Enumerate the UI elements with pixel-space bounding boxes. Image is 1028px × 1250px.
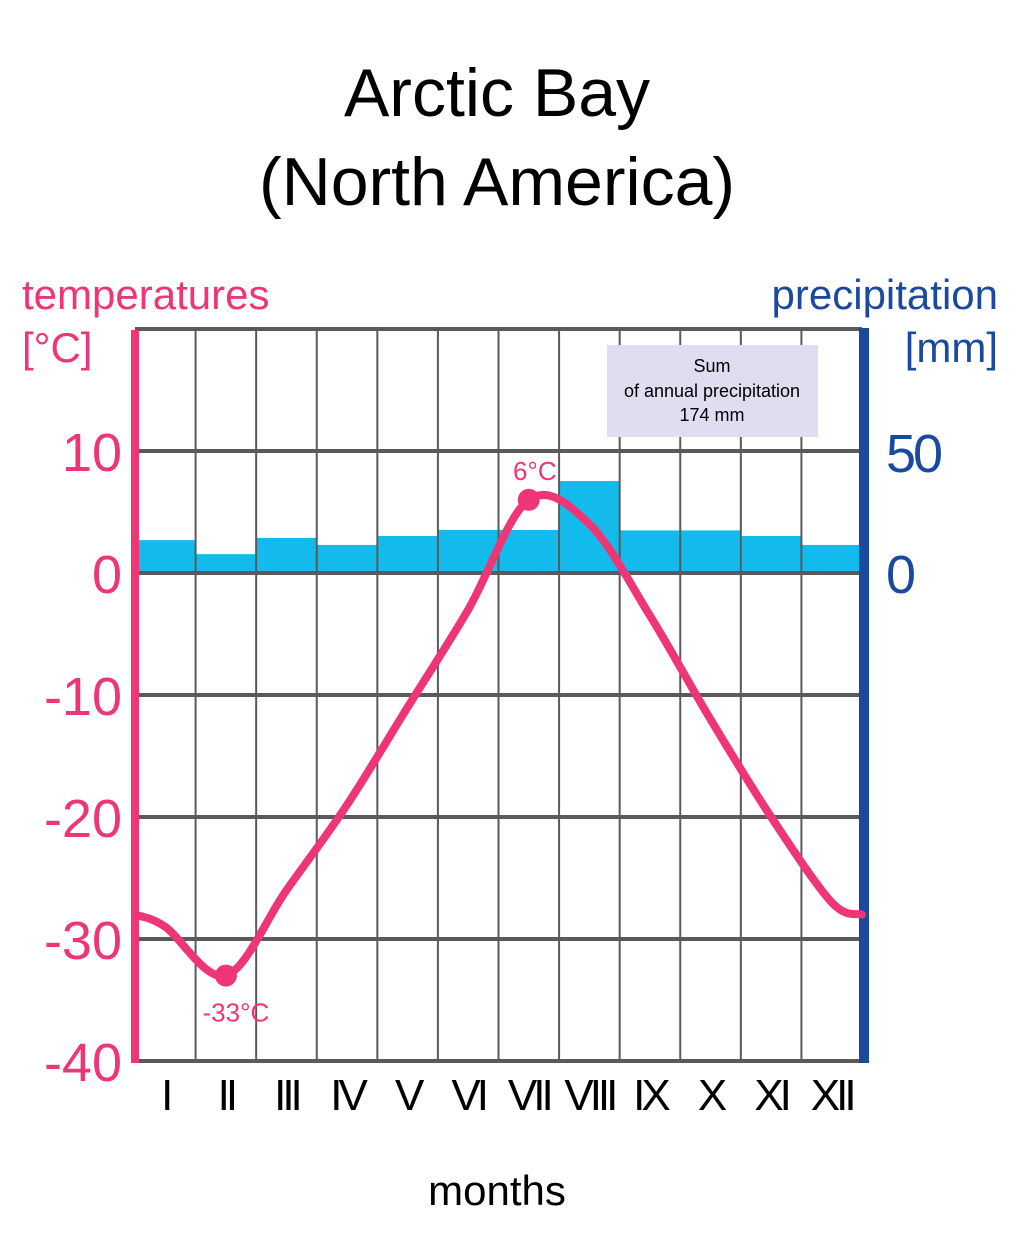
month-label-I: I bbox=[161, 1071, 170, 1120]
month-label-III: III bbox=[274, 1071, 299, 1120]
month-label-X: X bbox=[698, 1071, 727, 1120]
max-temperature-point bbox=[517, 488, 540, 511]
temperature-tick-label: -40 bbox=[44, 1033, 122, 1093]
min-temperature-point bbox=[214, 964, 237, 987]
info-box-line2: of annual precipitation bbox=[624, 381, 800, 401]
chart-title-line2: (North America) bbox=[259, 144, 735, 220]
temperature-tick-label: 10 bbox=[62, 423, 122, 483]
month-label-VIII: VIII bbox=[564, 1071, 615, 1120]
month-label-VII: VII bbox=[508, 1071, 551, 1120]
month-label-IV: IV bbox=[330, 1071, 368, 1120]
temperature-tick-label: -20 bbox=[44, 789, 122, 849]
left-axis-unit: [°C] bbox=[22, 324, 92, 371]
chart-title-line1: Arctic Bay bbox=[344, 55, 650, 131]
temperature-tick-label: 0 bbox=[92, 545, 122, 605]
precipitation-bar-II bbox=[195, 554, 257, 573]
precipitation-bar-XI bbox=[740, 535, 802, 573]
precipitation-bar-IV bbox=[316, 544, 378, 573]
precipitation-bar-V bbox=[377, 535, 438, 573]
temperature-tick-label: -10 bbox=[44, 667, 122, 727]
info-box-line1: Sum bbox=[693, 356, 730, 376]
right-axis-unit: [mm] bbox=[905, 324, 998, 371]
info-box: Sum of annual precipitation 174 mm bbox=[607, 345, 818, 437]
month-label-VI: VI bbox=[451, 1071, 485, 1120]
precipitation-bar-XII bbox=[801, 544, 862, 573]
precipitation-bar-III bbox=[256, 537, 317, 573]
info-box-line3: 174 mm bbox=[679, 405, 744, 425]
precipitation-bar-I bbox=[135, 540, 196, 573]
month-label-V: V bbox=[395, 1071, 425, 1120]
max-temperature-label: 6°C bbox=[513, 456, 557, 486]
precipitation-tick-label: 0 bbox=[886, 545, 914, 605]
precipitation-bar-X bbox=[680, 530, 741, 573]
month-label-XI: XI bbox=[754, 1071, 788, 1120]
min-temperature-label: -33°C bbox=[202, 998, 269, 1028]
month-label-XII: XII bbox=[811, 1071, 854, 1120]
month-label-IX: IX bbox=[633, 1071, 670, 1120]
month-label-II: II bbox=[218, 1071, 235, 1120]
x-axis-label: months bbox=[428, 1167, 566, 1214]
temperature-line bbox=[131, 490, 866, 980]
right-axis-label: precipitation bbox=[772, 271, 998, 318]
precipitation-bar-VII bbox=[498, 529, 560, 573]
left-axis-label: temperatures bbox=[22, 271, 269, 318]
precipitation-tick-label: 50 bbox=[886, 424, 941, 484]
precipitation-bar-IX bbox=[619, 530, 681, 573]
temperature-tick-label: -30 bbox=[44, 911, 122, 971]
